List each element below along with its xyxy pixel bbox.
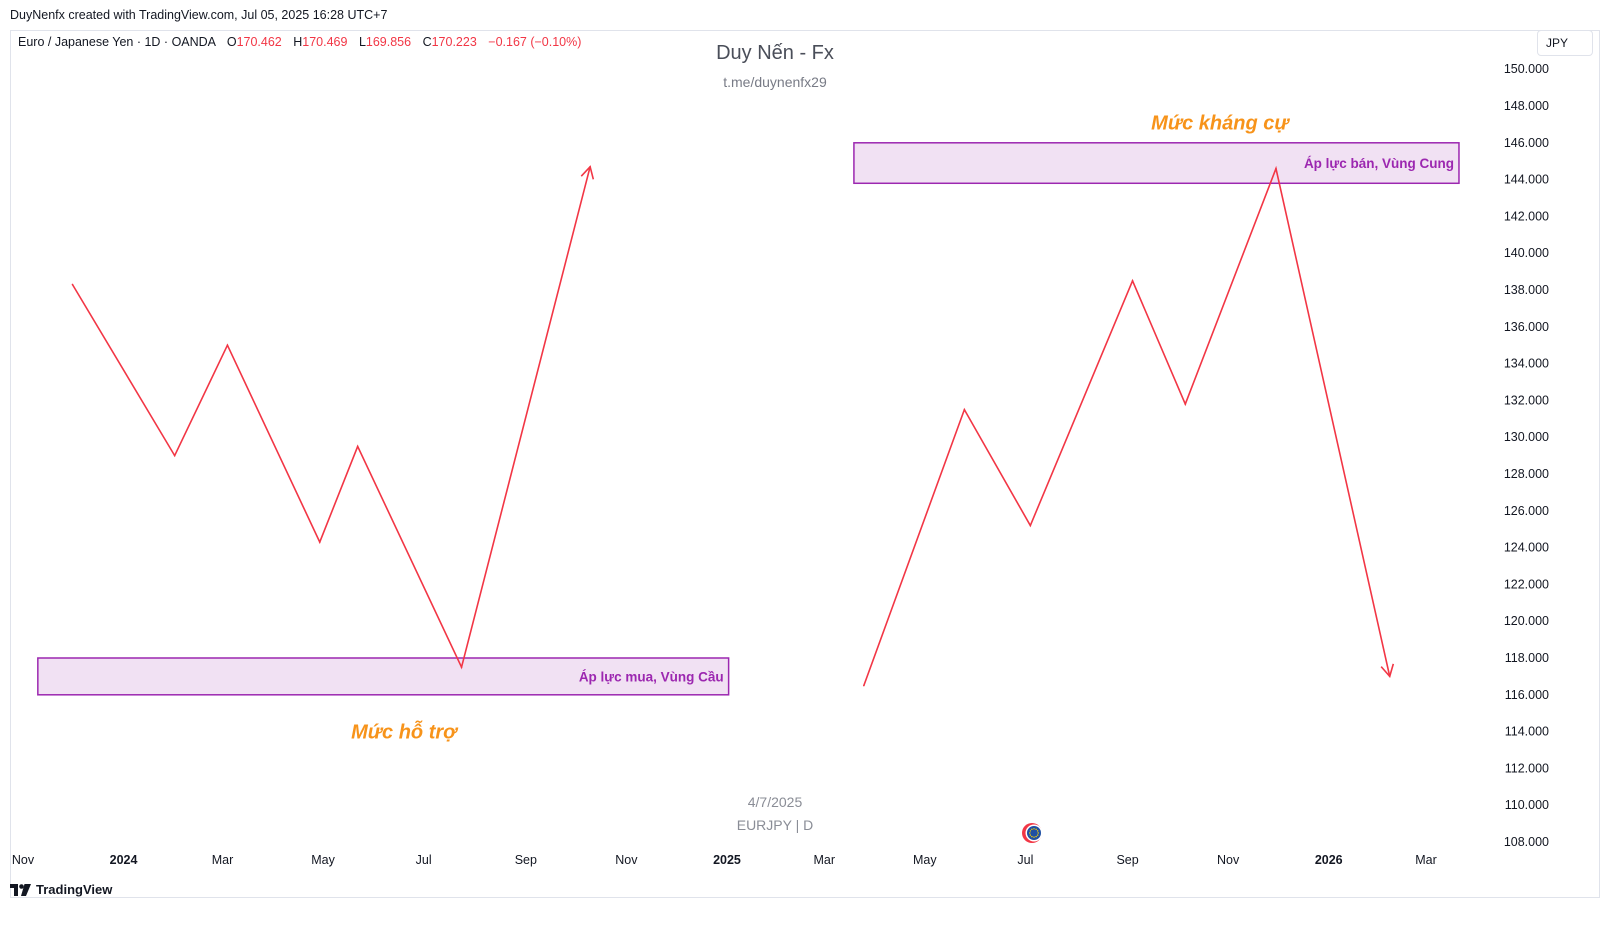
x-tick-label: Sep: [1116, 853, 1138, 867]
x-tick-label: Mar: [1415, 853, 1437, 867]
eu-flag-star: [1033, 836, 1035, 838]
y-tick-label: 144.000: [1504, 173, 1549, 187]
x-tick-label: 2026: [1315, 853, 1343, 867]
x-tick-label: May: [913, 853, 937, 867]
tradingview-brand: TradingView: [36, 882, 113, 897]
eu-flag-star: [1036, 834, 1039, 836]
y-tick-label: 138.000: [1504, 283, 1549, 297]
chart-frame: [10, 30, 1600, 898]
y-tick-label: 148.000: [1504, 99, 1549, 113]
eu-flag-star: [1033, 828, 1035, 830]
y-tick-label: 128.000: [1504, 467, 1549, 481]
y-tick-label: 136.000: [1504, 320, 1549, 334]
open-label: O: [226, 35, 237, 49]
change-value: −0.167 (−0.10%): [488, 35, 582, 49]
series-point: [173, 454, 176, 457]
symbol-legend[interactable]: Euro / Japanese Yen · 1D · OANDA O170.46…: [18, 35, 581, 49]
x-tick-label: 2025: [713, 853, 741, 867]
eu-flag-star: [1029, 830, 1032, 832]
series-point: [963, 408, 966, 411]
x-tick-label: Nov: [12, 853, 35, 867]
y-tick-label: 132.000: [1504, 393, 1549, 407]
y-tick-label: 130.000: [1504, 430, 1549, 444]
series-point: [356, 445, 359, 448]
level-annotation: Mức kháng cự: [1151, 113, 1290, 135]
y-tick-label: 118.000: [1505, 651, 1549, 665]
series-point: [1184, 403, 1187, 405]
series-line: [71, 166, 591, 670]
series-point: [71, 283, 74, 286]
series-point: [460, 666, 463, 668]
currency-button[interactable]: JPY: [1537, 30, 1593, 56]
y-tick-label: 110.000: [1505, 798, 1549, 812]
watermark-title: Duy Nến - Fx: [716, 42, 834, 64]
series-point: [863, 684, 865, 687]
y-tick-label: 112.000: [1505, 761, 1549, 775]
y-tick-label: 122.000: [1504, 577, 1549, 591]
series-point: [1275, 167, 1277, 170]
y-tick-label: 116.000: [1505, 688, 1549, 702]
watermark-date: 4/7/2025: [747, 794, 803, 810]
x-tick-label: Nov: [615, 853, 638, 867]
tradingview-logo-icon: [10, 883, 31, 896]
eu-flag-icon: [1022, 823, 1043, 843]
series-line: [863, 165, 1391, 686]
eu-flag-star: [1037, 832, 1039, 834]
level-annotation: Mức hỗ trợ: [351, 721, 459, 744]
x-tick-label: Jul: [416, 853, 432, 867]
eu-flag-star: [1035, 835, 1037, 838]
zone-rect: [853, 142, 1460, 185]
watermark-symbol: EURJPY | D: [736, 817, 814, 833]
y-tick-label: 126.000: [1504, 504, 1549, 518]
publish-credit: DuyNenfx created with TradingView.com, J…: [10, 8, 388, 22]
zone-label: Áp lực mua, Vùng Cầu: [579, 669, 724, 684]
open-value: 170.462: [236, 35, 282, 49]
x-tick-label: Mar: [212, 853, 234, 867]
y-tick-label: 146.000: [1504, 136, 1549, 150]
eu-flag-star: [1031, 828, 1033, 831]
eu-flag-star: [1029, 832, 1031, 834]
high-value: 170.469: [302, 35, 348, 49]
x-tick-label: Mar: [813, 853, 835, 867]
x-tick-label: 2024: [110, 853, 138, 867]
y-tick-label: 108.000: [1504, 835, 1549, 849]
y-tick-label: 120.000: [1504, 614, 1549, 628]
y-tick-label: 142.000: [1504, 209, 1549, 223]
high-label: H: [293, 35, 303, 49]
y-tick-label: 150.000: [1504, 62, 1549, 76]
series-point: [1131, 280, 1134, 282]
x-tick-label: Sep: [515, 853, 537, 867]
series-point: [1029, 524, 1032, 527]
y-tick-label: 114.000: [1505, 725, 1549, 739]
zone-label: Áp lực bán, Vùng Cung: [1304, 156, 1454, 171]
y-tick-label: 124.000: [1504, 541, 1549, 555]
close-value: 170.223: [431, 35, 477, 49]
series-point: [318, 541, 321, 543]
eu-flag-star: [1036, 830, 1039, 832]
y-tick-label: 134.000: [1504, 357, 1549, 371]
arrow-head: [580, 165, 595, 180]
arrow-head: [1380, 663, 1395, 679]
zone-rect: [37, 657, 730, 696]
eu-flag-star: [1029, 834, 1032, 836]
eu-flag-disc: [1027, 826, 1041, 840]
y-tick-label: 140.000: [1504, 246, 1549, 260]
low-label: L: [358, 35, 366, 49]
low-value: 169.856: [365, 35, 412, 49]
x-tick-label: Nov: [1217, 853, 1240, 867]
eu-flag-star: [1035, 828, 1037, 831]
close-label: C: [422, 35, 432, 49]
x-tick-label: Jul: [1017, 853, 1033, 867]
x-tick-label: May: [311, 853, 335, 867]
watermark-subtitle: t.me/duynenfx29: [723, 74, 827, 90]
tradingview-footer[interactable]: TradingView: [10, 882, 112, 897]
symbol-name[interactable]: Euro / Japanese Yen · 1D · OANDA: [18, 35, 216, 49]
series-point: [226, 344, 229, 347]
eu-flag-star: [1031, 835, 1033, 838]
